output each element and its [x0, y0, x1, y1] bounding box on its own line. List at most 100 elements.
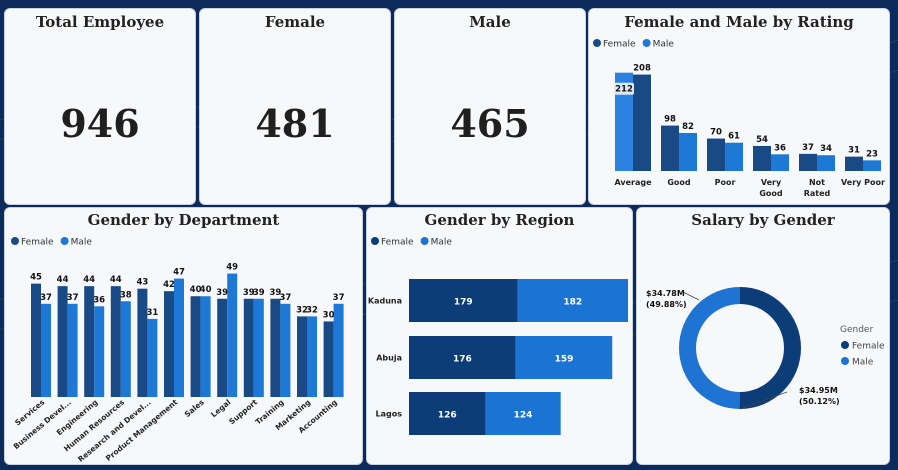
total-employee-title: Total Employee: [35, 13, 165, 31]
region-bar-female: [409, 279, 518, 322]
region-bar-female: [409, 392, 486, 435]
dept-category-label: Sales: [183, 397, 206, 419]
region-value-male: 182: [563, 298, 582, 308]
dept-bar-male: [253, 298, 264, 397]
salary-chart: $34.95M (50.12%) $34.78M (49.88%) Gender Fema…: [646, 287, 885, 410]
rating-value-female: 70: [710, 128, 722, 138]
rating-category-label: Not: [809, 178, 825, 187]
donut-legend-male-marker: [841, 357, 849, 365]
dept-value-female: 42: [163, 280, 175, 290]
dept-bar-female: [57, 286, 68, 397]
rating-category-label: Rated: [804, 189, 831, 198]
donut-value-male: $34.78M: [646, 289, 685, 298]
dept-bar-male: [307, 316, 317, 397]
female-value: 481: [255, 101, 335, 146]
female-title: Female: [264, 13, 326, 31]
donut-legend-female-marker: [841, 341, 849, 349]
legend-female-label: Female: [21, 238, 54, 248]
region-bar-male: [485, 392, 561, 435]
dept-category-label: Legal: [209, 398, 232, 420]
dept-value-male: 37: [67, 293, 79, 303]
region-category-label: Abuja: [376, 354, 402, 363]
donut-slice-male: [679, 287, 740, 409]
region-value-male: 124: [514, 411, 533, 421]
rating-value-female: 54: [756, 135, 768, 145]
rating-value-male: 82: [682, 122, 694, 132]
dept-bar-male: [67, 303, 78, 397]
dept-value-male: 39: [253, 288, 265, 298]
donut-value-female: $34.95M: [799, 386, 838, 395]
dept-bar-male: [94, 306, 105, 397]
dept-value-male: 37: [40, 293, 52, 303]
dept-value-female: 45: [30, 273, 42, 283]
dept-value-male: 37: [333, 293, 345, 303]
legend-male-marker: [60, 237, 69, 245]
donut-leader-male: [682, 291, 700, 301]
donut-legend-female-label: Female: [852, 342, 885, 352]
dept-value-male: 31: [146, 308, 158, 318]
department-chart-title: Gender by Department: [87, 211, 280, 229]
donut-legend-male-label: Male: [852, 358, 874, 368]
dept-value-female: 39: [216, 288, 228, 298]
donut-percent-female: (50.12%): [799, 397, 840, 406]
dept-bar-female: [110, 286, 121, 397]
dept-value-male: 47: [173, 268, 185, 278]
rating-bar-female: [661, 125, 679, 171]
dept-bar-female: [31, 283, 41, 397]
rating-bar-male: [817, 155, 835, 171]
dept-bar-female: [323, 321, 334, 397]
rating-value-male: 36: [774, 143, 786, 153]
legend-female-label: Female: [381, 238, 414, 248]
region-category-label: Kaduna: [368, 297, 402, 306]
rating-value-male: 34: [820, 144, 832, 154]
female-card: Female 481: [199, 8, 391, 205]
dept-value-male: 36: [93, 295, 105, 305]
rating-bar-male: [771, 154, 789, 171]
dept-bar-female: [190, 296, 201, 397]
rating-value-male: 23: [866, 149, 878, 159]
rating-chart-title: Female and Male by Rating: [624, 13, 854, 31]
rating-chart: Female Male 212 208 Average 98 82 Good 70 61 Poor 5…: [593, 39, 885, 198]
region-value-female: 179: [454, 298, 473, 308]
rating-value-male: 61: [728, 132, 740, 142]
donut-percent-male: (49.88%): [646, 300, 687, 309]
region-chart: Female Male Kaduna 179 182 Abuja 176 159 Lagos 12…: [368, 237, 628, 435]
dept-value-female: 32: [296, 305, 308, 315]
region-bar-male: [515, 336, 613, 379]
dept-value-male: 38: [120, 290, 132, 300]
dept-bar-male: [147, 318, 158, 397]
dept-value-female: 43: [136, 278, 148, 288]
dept-bar-female: [217, 298, 228, 397]
dept-bar-female: [297, 316, 307, 397]
dept-value-male: 37: [279, 293, 291, 303]
rating-label-bg: [614, 82, 634, 95]
rating-chart-card: Female and Male by Rating Female Male 212 2…: [588, 8, 890, 205]
dept-bar-male: [41, 303, 51, 397]
dept-bar-male: [280, 303, 291, 397]
legend-male-label: Male: [653, 40, 675, 50]
legend-male-label: Male: [71, 238, 93, 248]
department-chart-card: Gender by Department Female Male 45 37 Servi…: [4, 207, 363, 465]
region-value-female: 176: [453, 355, 472, 365]
dept-bar-female: [137, 288, 148, 397]
rating-category-label: Average: [614, 178, 652, 187]
dept-value-male: 49: [226, 263, 238, 273]
rating-bar-male: [863, 160, 881, 171]
rating-category-label: Very Poor: [841, 178, 885, 187]
dept-bar-male: [120, 301, 131, 397]
dept-value-male: 32: [306, 305, 318, 315]
salary-chart-title: Salary by Gender: [691, 211, 835, 229]
legend-male-marker: [420, 237, 429, 245]
dept-value-female: 39: [269, 288, 281, 298]
dept-value-female: 44: [57, 275, 69, 285]
region-value-male: 159: [555, 355, 574, 365]
region-category-label: Lagos: [376, 410, 403, 419]
dept-value-female: 44: [110, 275, 122, 285]
male-card: Male 465: [394, 8, 586, 205]
rating-value-female: 37: [802, 143, 814, 153]
dept-bar-female: [164, 291, 174, 397]
donut-leader-female: [739, 391, 788, 410]
dept-bar-female: [270, 298, 281, 397]
dept-bar-male: [333, 303, 344, 397]
